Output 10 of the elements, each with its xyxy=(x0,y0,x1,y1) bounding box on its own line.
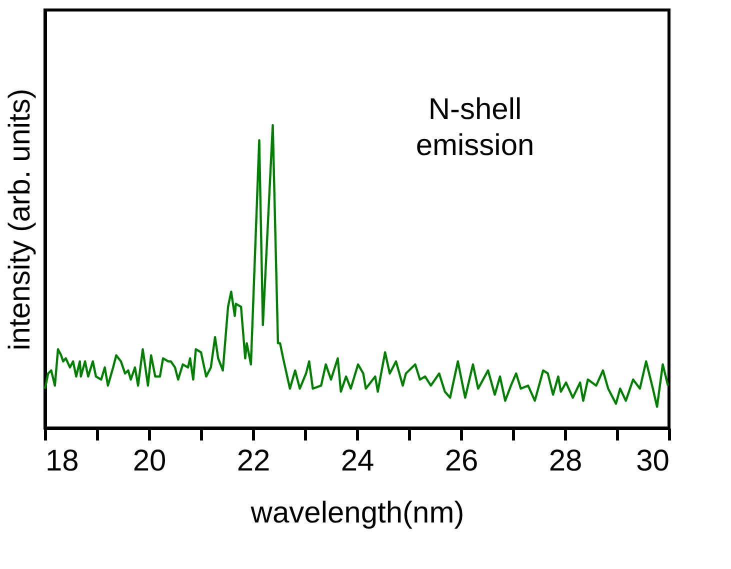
x-tick-label: 18 xyxy=(46,444,79,478)
x-axis-title: wavelength(nm) xyxy=(250,496,464,530)
x-tick-label: 20 xyxy=(132,444,166,478)
annotation: N-shell emission xyxy=(416,93,534,162)
x-tick-label: 28 xyxy=(548,444,582,478)
y-axis-title: intensity (arb. units) xyxy=(4,88,36,350)
x-tick-label: 24 xyxy=(340,444,374,478)
x-tick-label: 22 xyxy=(236,444,270,478)
x-tick-label: 30 xyxy=(636,444,670,478)
x-tick-label: 26 xyxy=(444,444,478,478)
